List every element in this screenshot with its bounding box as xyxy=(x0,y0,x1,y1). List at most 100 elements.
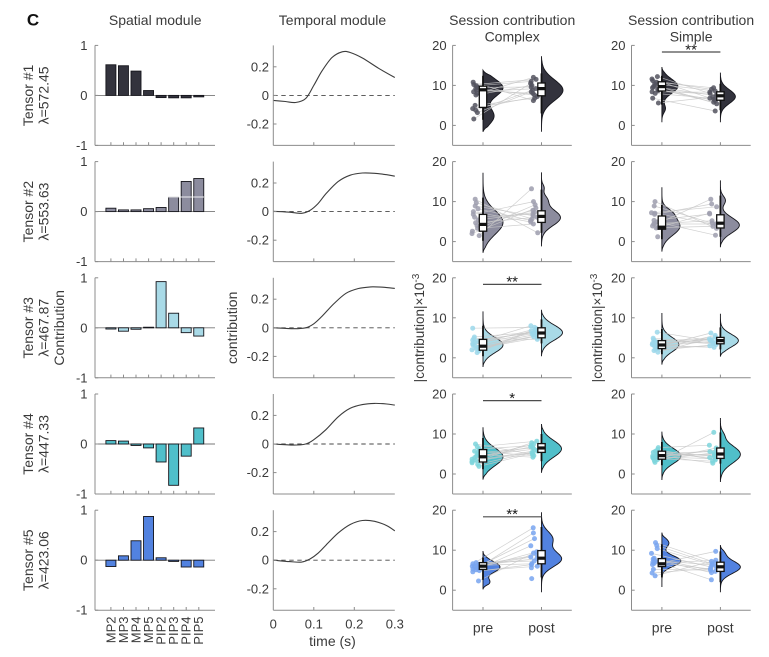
svg-text:0.2: 0.2 xyxy=(345,617,363,632)
svg-text:0: 0 xyxy=(439,583,446,598)
svg-text:λ=553.63: λ=553.63 xyxy=(35,182,51,240)
svg-text:C: C xyxy=(27,11,39,30)
svg-text:|contribution|×10-3: |contribution|×10-3 xyxy=(411,273,427,382)
svg-text:20: 20 xyxy=(611,154,625,169)
svg-text:λ=467.87: λ=467.87 xyxy=(35,299,51,357)
svg-text:0: 0 xyxy=(618,467,625,482)
svg-text:|contribution|×10-3: |contribution|×10-3 xyxy=(589,273,605,382)
svg-text:0: 0 xyxy=(439,350,446,365)
svg-text:time (s): time (s) xyxy=(309,633,356,649)
svg-text:0.2: 0.2 xyxy=(251,176,269,191)
svg-text:20: 20 xyxy=(432,270,446,285)
svg-text:20: 20 xyxy=(432,503,446,518)
svg-text:Tensor #2: Tensor #2 xyxy=(20,181,36,243)
svg-text:1: 1 xyxy=(80,38,87,53)
svg-text:Temporal module: Temporal module xyxy=(279,12,387,28)
svg-text:0: 0 xyxy=(80,553,87,568)
svg-text:Tensor #4: Tensor #4 xyxy=(20,413,36,475)
svg-text:-1: -1 xyxy=(76,138,88,153)
svg-text:0: 0 xyxy=(80,88,87,103)
svg-text:0.2: 0.2 xyxy=(251,292,269,307)
svg-text:post: post xyxy=(528,620,555,636)
svg-text:20: 20 xyxy=(611,503,625,518)
svg-text:0: 0 xyxy=(262,204,269,219)
svg-text:Session contribution: Session contribution xyxy=(449,12,575,28)
svg-text:20: 20 xyxy=(432,38,446,53)
svg-text:0: 0 xyxy=(439,467,446,482)
svg-text:pre: pre xyxy=(473,620,493,636)
svg-text:PIP5: PIP5 xyxy=(191,617,206,645)
svg-text:0: 0 xyxy=(262,88,269,103)
svg-text:10: 10 xyxy=(611,194,625,209)
svg-text:20: 20 xyxy=(432,154,446,169)
svg-text:0: 0 xyxy=(262,437,269,452)
svg-text:0.3: 0.3 xyxy=(386,617,404,632)
svg-text:0: 0 xyxy=(270,617,277,632)
svg-text:PIP2: PIP2 xyxy=(154,617,169,645)
svg-text:-0.2: -0.2 xyxy=(247,117,269,132)
svg-text:-0.2: -0.2 xyxy=(247,581,269,596)
svg-text:MP5: MP5 xyxy=(141,617,156,644)
svg-text:contribution: contribution xyxy=(224,292,240,364)
svg-text:λ=423.06: λ=423.06 xyxy=(35,531,51,589)
svg-text:MP2: MP2 xyxy=(103,617,118,644)
svg-text:Simple: Simple xyxy=(670,29,713,45)
svg-text:0: 0 xyxy=(80,320,87,335)
svg-text:-1: -1 xyxy=(76,370,88,385)
svg-text:0.2: 0.2 xyxy=(251,524,269,539)
svg-text:0: 0 xyxy=(262,320,269,335)
svg-text:PIP3: PIP3 xyxy=(166,617,181,645)
svg-text:0: 0 xyxy=(618,583,625,598)
svg-text:20: 20 xyxy=(432,387,446,402)
svg-text:0.2: 0.2 xyxy=(251,408,269,423)
svg-text:1: 1 xyxy=(80,270,87,285)
svg-text:10: 10 xyxy=(432,78,446,93)
svg-text:0: 0 xyxy=(80,204,87,219)
svg-text:0.2: 0.2 xyxy=(251,59,269,74)
svg-text:**: ** xyxy=(506,506,518,523)
svg-text:*: * xyxy=(509,390,515,407)
svg-text:20: 20 xyxy=(611,38,625,53)
svg-text:MP3: MP3 xyxy=(116,617,131,644)
svg-text:-0.2: -0.2 xyxy=(247,465,269,480)
svg-text:10: 10 xyxy=(611,310,625,325)
svg-text:pre: pre xyxy=(652,620,672,636)
svg-text:post: post xyxy=(707,620,734,636)
svg-text:1: 1 xyxy=(80,503,87,518)
svg-text:-0.2: -0.2 xyxy=(247,349,269,364)
svg-text:0: 0 xyxy=(618,350,625,365)
svg-text:Spatial module: Spatial module xyxy=(109,12,202,28)
svg-text:10: 10 xyxy=(432,194,446,209)
svg-text:PIP4: PIP4 xyxy=(179,617,194,645)
svg-text:10: 10 xyxy=(611,78,625,93)
svg-text:Session contribution: Session contribution xyxy=(628,12,754,28)
svg-text:0: 0 xyxy=(439,118,446,133)
svg-text:Tensor #3: Tensor #3 xyxy=(20,297,36,359)
svg-text:λ=572.45: λ=572.45 xyxy=(35,66,51,124)
svg-text:1: 1 xyxy=(80,387,87,402)
svg-text:10: 10 xyxy=(432,310,446,325)
svg-text:0: 0 xyxy=(80,437,87,452)
svg-text:10: 10 xyxy=(432,427,446,442)
svg-text:0: 0 xyxy=(618,234,625,249)
svg-text:MP4: MP4 xyxy=(129,617,144,644)
svg-text:0: 0 xyxy=(262,553,269,568)
svg-text:10: 10 xyxy=(611,427,625,442)
svg-text:0: 0 xyxy=(618,118,625,133)
svg-text:Tensor #1: Tensor #1 xyxy=(20,64,36,126)
svg-text:-1: -1 xyxy=(76,254,88,269)
svg-text:20: 20 xyxy=(611,270,625,285)
svg-text:Complex: Complex xyxy=(485,29,540,45)
svg-text:-1: -1 xyxy=(76,487,88,502)
svg-text:0: 0 xyxy=(439,234,446,249)
svg-text:**: ** xyxy=(506,274,518,291)
svg-text:10: 10 xyxy=(611,543,625,558)
svg-text:1: 1 xyxy=(80,154,87,169)
svg-text:λ=447.33: λ=447.33 xyxy=(35,415,51,473)
svg-text:10: 10 xyxy=(432,543,446,558)
svg-text:0.1: 0.1 xyxy=(305,617,323,632)
svg-text:20: 20 xyxy=(611,387,625,402)
svg-text:-0.2: -0.2 xyxy=(247,233,269,248)
svg-text:**: ** xyxy=(685,41,697,58)
svg-text:-1: -1 xyxy=(76,603,88,618)
